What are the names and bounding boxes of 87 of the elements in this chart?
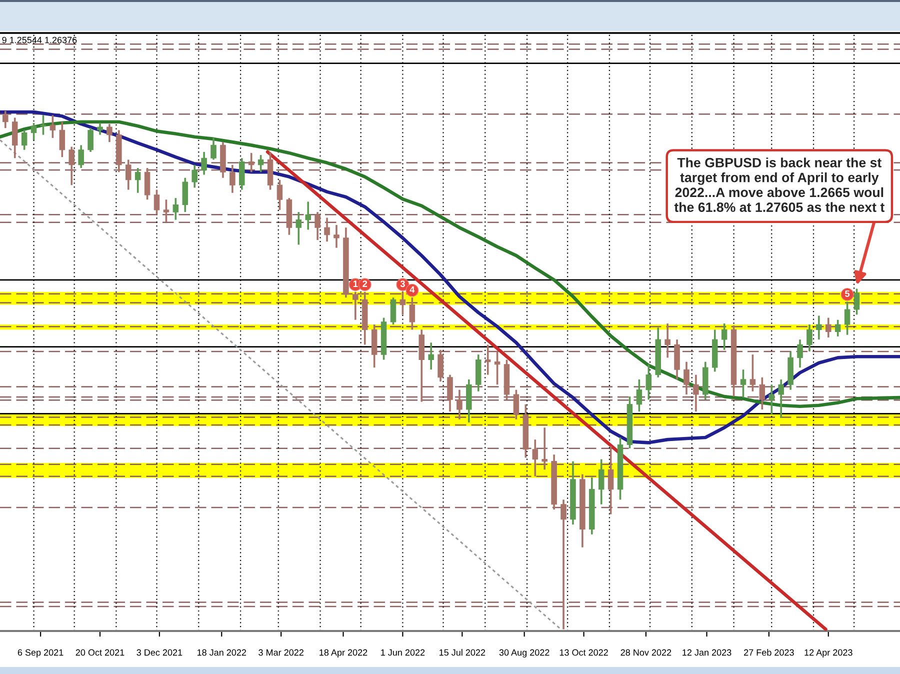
candlestick [276,179,283,211]
candlestick [163,198,170,223]
x-tick-label: 27 Feb 2023 [744,649,794,656]
candlestick [636,378,642,412]
annotation: 4 [410,286,415,293]
annotation: The GBPUSD is back near the st target from end of April to early 2022...A move above 1.2665 woul the 61.8% at 1.27605 as the next t [674,158,884,212]
candlestick [314,211,320,241]
x-tick-label: 3 Dec 2021 [136,649,182,656]
candlestick [684,360,690,396]
candlestick [598,458,604,506]
annotation: 3 [400,280,405,288]
x-tick-label: 15 Jul 2022 [440,649,486,656]
candlestick [296,211,302,246]
candlestick [721,322,728,351]
candlestick [40,114,46,136]
x-tick-label: 18 Apr 2022 [320,649,368,658]
candlestick [797,338,803,368]
candlestick [134,167,141,194]
candlestick [854,288,860,316]
candlestick [258,154,264,174]
candlestick [172,197,179,221]
candlestick [78,144,84,169]
candlestick [664,322,670,359]
candlestick [305,200,311,231]
candlestick [182,176,188,213]
candlestick [484,344,491,376]
candlestick [97,122,103,136]
x-tick-label: 1 Jun 2022 [381,649,425,656]
x-tick-label: 28 Nov 2022 [620,649,672,656]
x-tick-label: 3 Mar 2022 [258,649,304,656]
candlestick [778,378,784,419]
candlestick [693,374,699,412]
candlestick [740,368,746,398]
text: 9 1.25544 1.26376 [2,36,77,44]
candlestick [494,350,500,386]
candlestick [334,224,340,249]
x-tick-label: 30 Aug 2022 [499,649,550,658]
candlestick [447,374,453,412]
candlestick [759,376,766,410]
x-tick-label: 18 Jan 2022 [197,649,246,656]
candlestick [428,342,434,370]
candlestick [844,300,850,336]
candlestick [542,426,548,471]
candlestick [608,445,614,516]
candlestick [21,129,28,151]
candlestick [768,384,775,416]
x-tick-label: 13 Oct 2022 [560,649,608,656]
candlestick [210,137,216,161]
candlestick [50,114,56,139]
candlestick [192,164,198,189]
candlestick [438,348,444,382]
candlestick [88,127,94,153]
candlestick [834,318,841,338]
x-tick-label: 12 Jan 2023 [682,649,732,656]
candlestick [106,123,112,143]
x-tick-label: 20 Oct 2021 [76,649,124,656]
candlestick [409,296,416,331]
candlestick [230,164,236,194]
candlestick [239,157,245,191]
candlestick [248,152,254,174]
candlestick [144,167,150,201]
candlestick [2,110,8,129]
candlestick [30,122,37,141]
candlestick [560,498,566,630]
annotation: 5 [845,290,850,297]
x-tick-label: 6 Sep 2021 [18,649,64,658]
candlestick [324,216,330,242]
candlestick [201,151,207,176]
candlestick [750,354,756,392]
annotation: 1 [353,280,358,287]
candlestick [400,290,406,316]
candlestick [154,188,160,216]
candlestick [806,324,812,352]
candlestick [125,158,132,191]
candlestick [352,290,358,321]
candlestick [646,364,652,401]
candlestick [532,438,538,478]
x-tick-label: 12 Apr 2023 [804,649,852,658]
candlestick [816,314,822,340]
annotation: 2 [362,280,368,287]
candlestick [825,316,832,338]
candlestick [59,120,66,158]
candlestick [513,388,520,420]
candlestick [390,296,396,326]
candlestick [68,146,75,186]
candlestick [12,116,18,160]
candlestick [456,388,462,420]
